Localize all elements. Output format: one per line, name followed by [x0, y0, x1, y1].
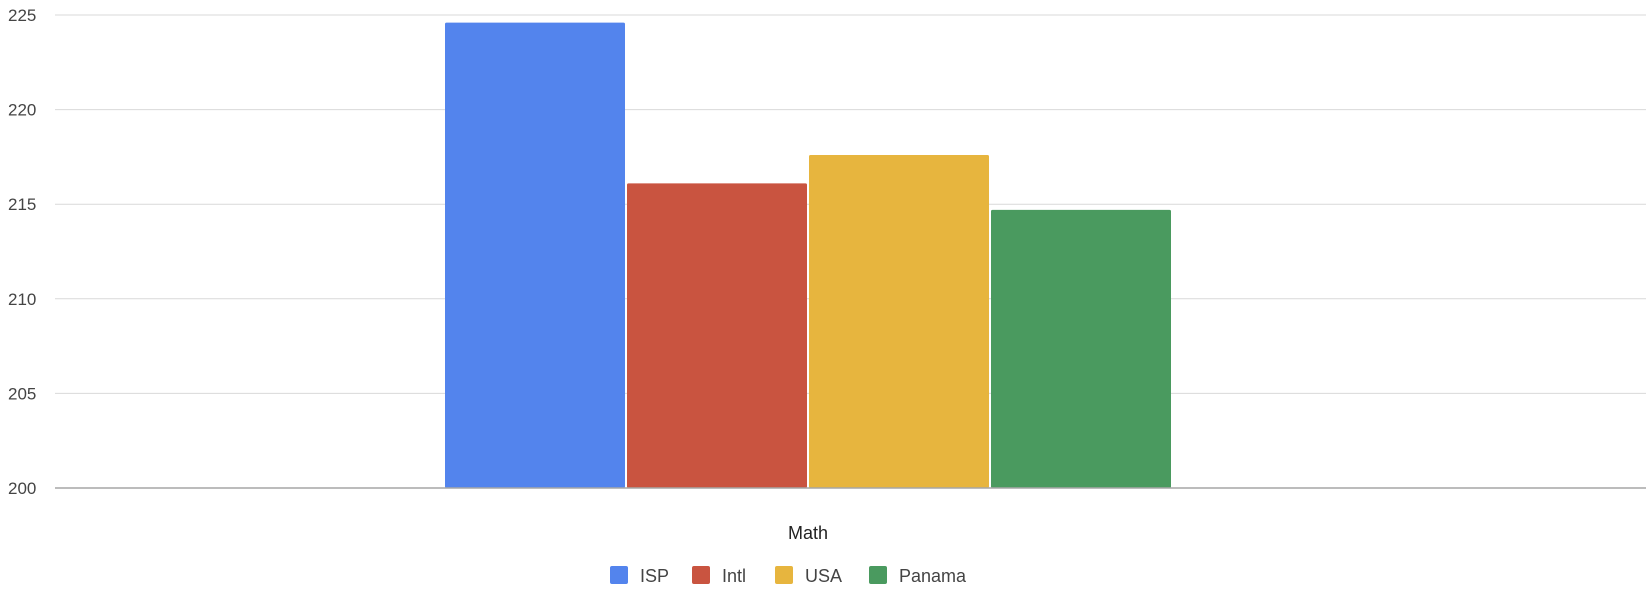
legend: ISP Intl USA Panama [610, 566, 967, 586]
y-tick-label: 205 [8, 384, 36, 403]
legend-swatch [692, 566, 710, 584]
y-tick-label: 215 [8, 195, 36, 214]
legend-item-intl: Intl [692, 566, 746, 586]
x-axis-category-labels: Math [788, 523, 828, 543]
legend-swatch [869, 566, 887, 584]
y-axis-tick-labels: 200 205 210 215 220 225 [8, 6, 36, 498]
y-tick-label: 200 [8, 479, 36, 498]
y-tick-label: 210 [8, 290, 36, 309]
legend-swatch [610, 566, 628, 584]
bar-panama [991, 209, 1171, 488]
legend-label: Intl [722, 566, 746, 586]
bars [445, 22, 1171, 489]
legend-label: ISP [640, 566, 669, 586]
bar-intl [627, 183, 807, 488]
x-category-label: Math [788, 523, 828, 543]
legend-item-isp: ISP [610, 566, 669, 586]
bar-isp [445, 22, 625, 489]
bar-usa [809, 155, 989, 488]
legend-label: Panama [899, 566, 967, 586]
legend-label: USA [805, 566, 842, 586]
legend-swatch [775, 566, 793, 584]
legend-item-panama: Panama [869, 566, 967, 586]
y-tick-label: 225 [8, 6, 36, 25]
legend-item-usa: USA [775, 566, 842, 586]
y-tick-label: 220 [8, 101, 36, 120]
